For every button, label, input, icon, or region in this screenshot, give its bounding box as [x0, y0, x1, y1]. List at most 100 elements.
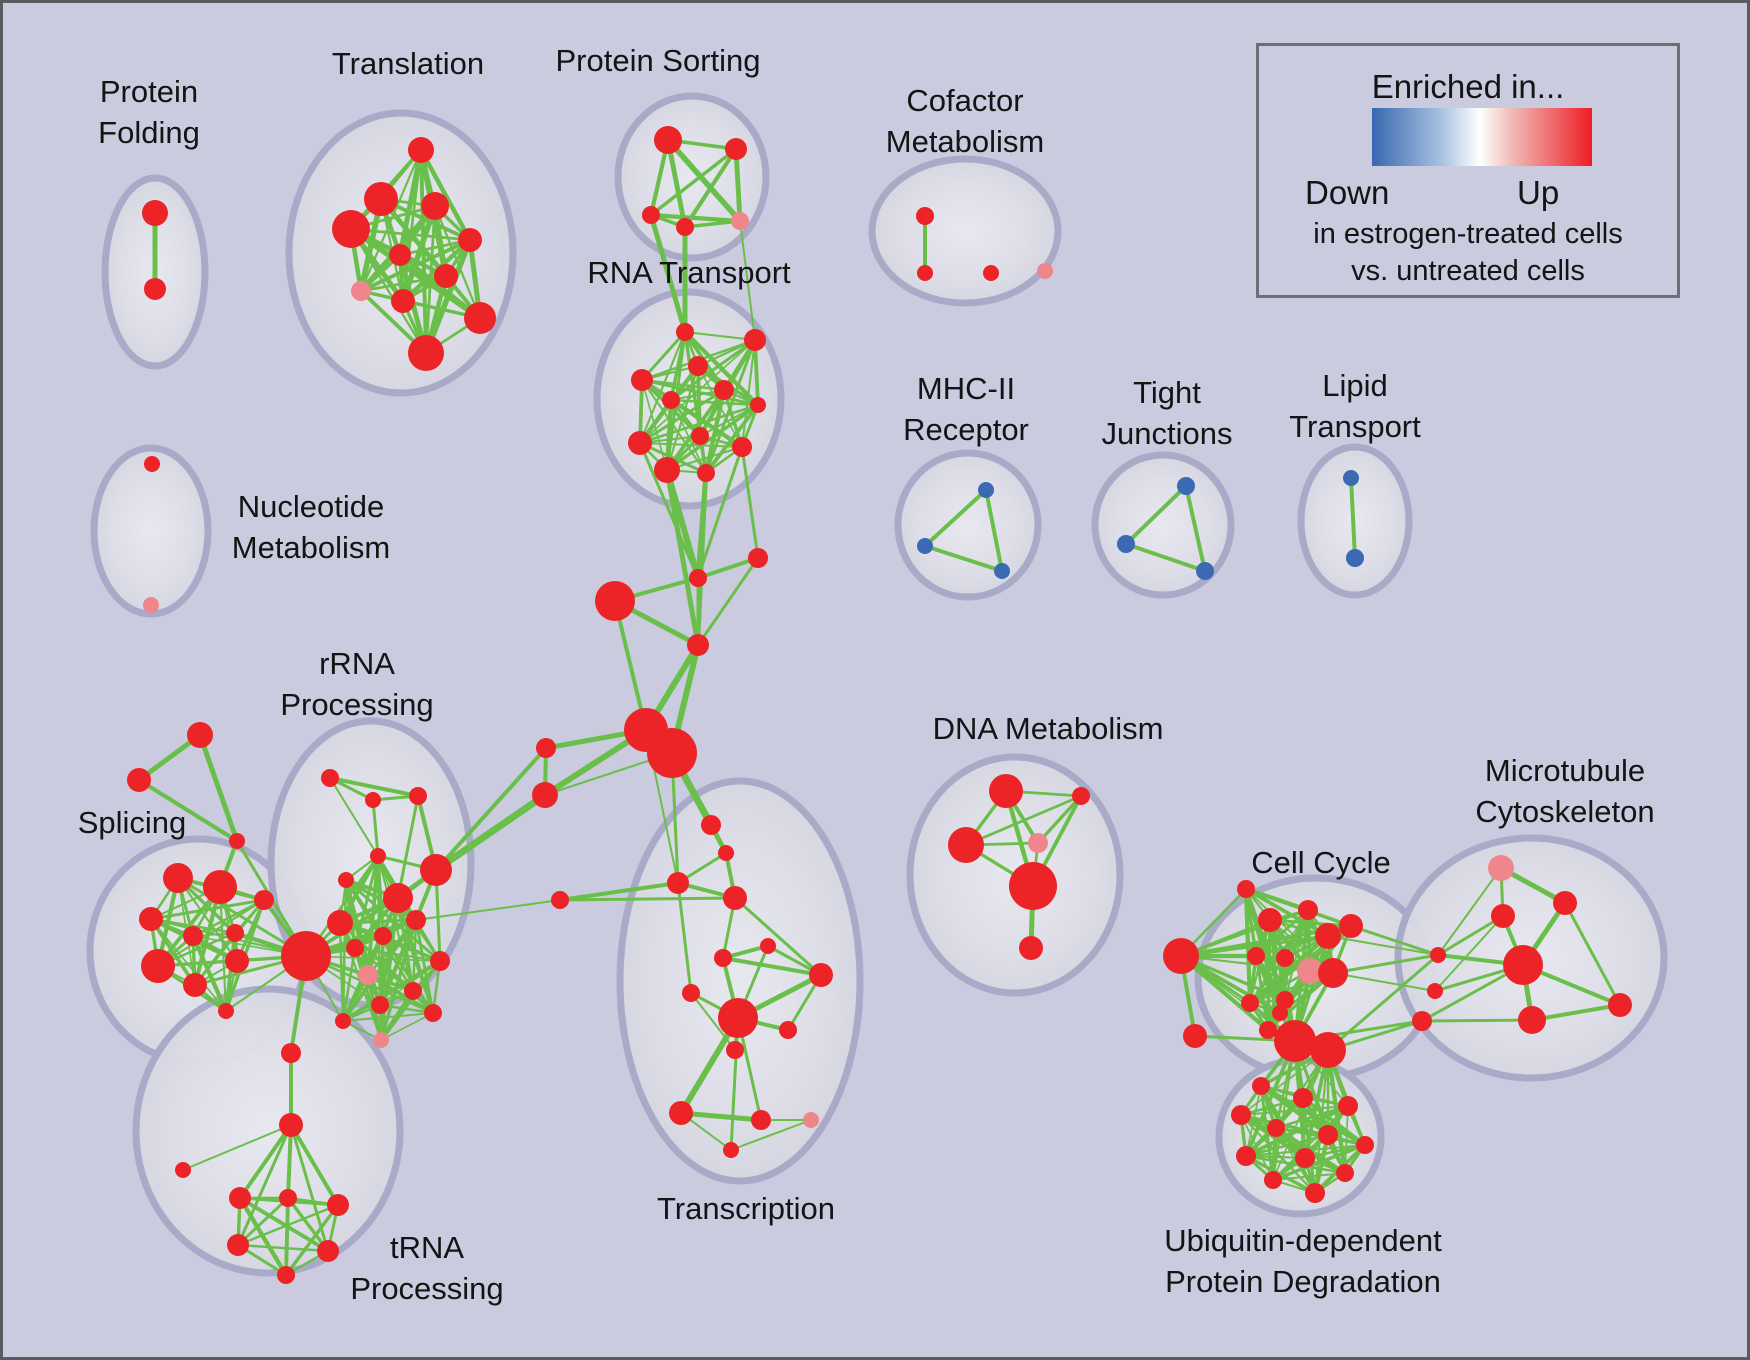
gene-set-node-58 [338, 872, 354, 888]
edge [397, 252, 483, 321]
cluster-label-protein-folding: Protein [100, 74, 198, 109]
edge [558, 881, 680, 902]
edge [191, 898, 266, 938]
edge [613, 599, 648, 732]
edge [665, 137, 688, 230]
gene-set-node-106 [1339, 914, 1363, 938]
edge [286, 1123, 293, 1200]
gene-set-node-56 [409, 787, 427, 805]
gene-set-node-152 [143, 597, 159, 613]
gene-set-node-137 [1264, 1171, 1282, 1189]
gene-set-node-123 [1491, 904, 1515, 928]
gene-set-node-35 [647, 728, 697, 778]
edge [740, 338, 757, 449]
gene-set-node-104 [1298, 900, 1318, 920]
edge [1420, 1018, 1534, 1023]
edge [682, 146, 739, 230]
gene-set-node-138 [1305, 1183, 1325, 1203]
gene-set-node-28 [654, 457, 680, 483]
gene-set-node-96 [1072, 787, 1090, 805]
cluster-ellipse-nucleotide-metabolism [90, 444, 212, 618]
edge [1434, 915, 1504, 992]
gene-set-node-39 [718, 845, 734, 861]
edge [224, 931, 237, 1013]
gene-set-node-46 [682, 984, 700, 1002]
cluster-label-rrna-processing: Processing [280, 687, 433, 722]
edge [371, 798, 380, 858]
edge [1244, 1133, 1330, 1158]
gene-set-node-127 [1252, 1077, 1270, 1095]
edge [236, 1243, 330, 1253]
legend-up-label: Up [1517, 174, 1560, 211]
edge [1271, 1171, 1347, 1182]
cluster-ellipse-cofactor-metabolism [868, 155, 1062, 307]
gene-set-node-139 [916, 207, 934, 225]
edge [434, 746, 548, 872]
cluster-label-dna-metabolism: DNA Metabolism [933, 711, 1164, 746]
gene-set-node-40 [667, 872, 689, 894]
gene-set-node-0 [142, 200, 168, 226]
cluster-ellipse-trna-processing [132, 985, 404, 1277]
edge [237, 1195, 289, 1278]
gene-set-node-7 [389, 244, 411, 266]
gene-set-node-19 [744, 329, 766, 351]
edge [733, 146, 743, 224]
edge [377, 855, 434, 1014]
edge [721, 956, 823, 977]
gene-set-node-114 [1259, 1021, 1277, 1039]
gene-set-node-97 [948, 827, 984, 863]
cluster-label-protein-sorting: Protein Sorting [555, 43, 760, 78]
gene-set-node-80 [358, 965, 378, 985]
gene-set-node-48 [779, 1021, 797, 1039]
gene-set-node-128 [1293, 1088, 1313, 1108]
gene-set-node-47 [718, 998, 758, 1038]
edge [1274, 1104, 1350, 1130]
gene-set-node-130 [1231, 1105, 1251, 1125]
gene-set-node-108 [1276, 949, 1294, 967]
cluster-ellipse-protein-sorting [614, 92, 770, 262]
cluster-ellipse-mhc-ii-receptor [894, 449, 1042, 601]
gene-set-node-105 [1315, 923, 1341, 949]
edge [1563, 901, 1622, 1007]
gene-set-node-22 [662, 391, 680, 409]
edge [359, 148, 423, 293]
gene-set-node-79 [175, 1162, 191, 1178]
legend-caption-line2: vs. untreated cells [1351, 255, 1585, 287]
gene-set-node-121 [1488, 855, 1514, 881]
gene-set-node-86 [229, 1187, 251, 1209]
gene-set-node-89 [227, 1234, 249, 1256]
gene-set-node-37 [532, 782, 558, 808]
cluster-label-transcription: Transcription [657, 1191, 835, 1226]
edge [1239, 1096, 1305, 1117]
edge [1184, 484, 1207, 573]
gene-set-node-20 [688, 356, 708, 376]
gene-set-node-117 [1237, 880, 1255, 898]
edge [396, 794, 420, 900]
gene-set-node-144 [917, 538, 933, 554]
cluster-label-rrna-processing: rRNA [319, 646, 395, 681]
gene-set-node-135 [1295, 1148, 1315, 1168]
gene-set-node-102 [1183, 1024, 1207, 1048]
gene-set-node-3 [364, 182, 398, 216]
gene-set-node-87 [279, 1189, 297, 1207]
edge [156, 898, 266, 968]
edge [411, 918, 418, 993]
gene-set-node-112 [1276, 991, 1294, 1009]
legend-title: Enriched in... [1371, 68, 1565, 105]
gene-set-node-5 [332, 210, 370, 248]
gene-set-node-44 [760, 938, 776, 954]
gene-set-node-52 [803, 1112, 819, 1128]
edge [284, 1196, 290, 1277]
gene-set-node-82 [346, 939, 364, 957]
gene-set-node-133 [1356, 1136, 1374, 1154]
edge [1240, 1049, 1329, 1116]
edge [1268, 918, 1353, 928]
edge [182, 1124, 292, 1171]
gene-set-node-42 [551, 891, 569, 909]
gene-set-node-111 [1241, 994, 1259, 1012]
edge [329, 777, 379, 857]
edge [1036, 794, 1083, 845]
gene-set-node-100 [1019, 936, 1043, 960]
cluster-label-cofactor-metabolism: Metabolism [886, 124, 1045, 159]
gene-set-node-136 [1336, 1164, 1354, 1182]
